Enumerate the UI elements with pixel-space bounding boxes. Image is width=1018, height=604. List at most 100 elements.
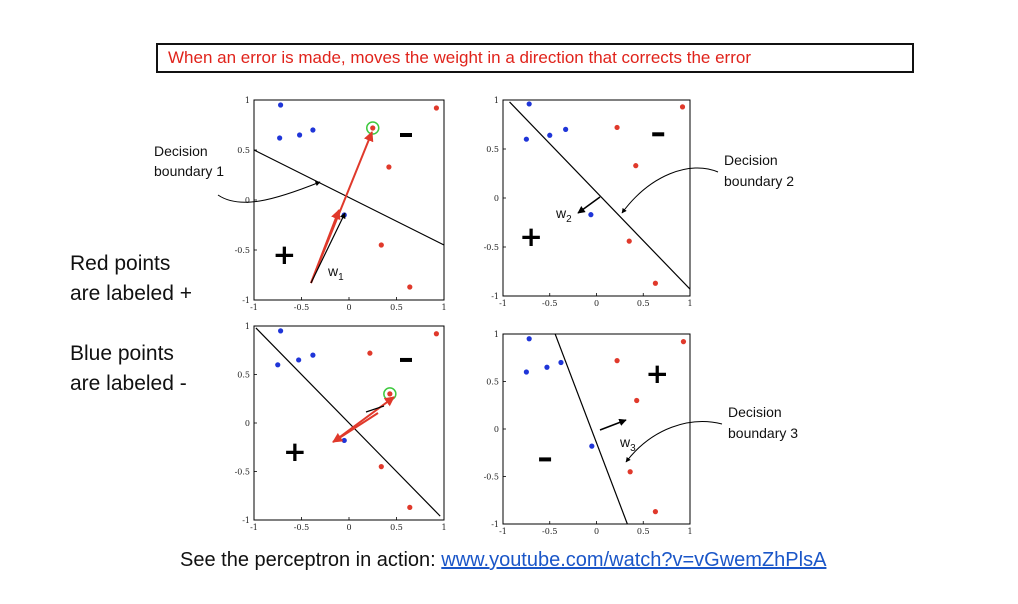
red-point	[433, 105, 439, 111]
plot2-frame	[502, 99, 691, 297]
blue-point	[278, 102, 284, 108]
red-points-line2: are labeled +	[70, 282, 193, 305]
blue-point	[341, 437, 347, 444]
plot3-xtick: -0.5	[294, 523, 309, 532]
plot2-ytick: 0	[494, 194, 499, 203]
plot2-xtick: 1	[687, 299, 692, 308]
plus-sign: +	[519, 220, 542, 253]
blue-point	[275, 362, 281, 368]
plot1-decision-boundary	[254, 149, 444, 246]
plot3-ytick: 1	[245, 322, 250, 331]
red-point	[633, 163, 639, 169]
blue-point	[278, 328, 284, 334]
plot2-ytick: 0.5	[486, 145, 499, 154]
plot3-xtick: -1	[250, 523, 258, 532]
red-point	[680, 339, 687, 345]
w1-label: w1	[327, 263, 344, 283]
blue-point	[588, 212, 594, 218]
plot3-ytick: 0.5	[237, 371, 250, 380]
red-points-note: Red points are labeled +	[70, 249, 192, 309]
red-point	[614, 124, 620, 131]
blue-point	[310, 127, 316, 133]
red-point	[407, 284, 413, 290]
w1-red-arrow	[310, 209, 341, 284]
plot3-ytick: -0.5	[235, 468, 250, 477]
plot4-xtick: 1	[687, 527, 692, 536]
plot2-ytick: 1	[494, 96, 499, 105]
blue-points-note: Blue points are labeled -	[70, 339, 187, 399]
blue-point	[523, 369, 529, 375]
plot3-xtick: 1	[441, 523, 446, 532]
w2-vector	[577, 196, 601, 214]
plot3-ytick: 0	[245, 419, 250, 428]
db3-pointer	[625, 421, 723, 463]
db1-label-line1: Decision	[154, 143, 208, 159]
red-point	[634, 397, 640, 404]
blue-point	[296, 357, 302, 363]
w3-label: w3	[619, 434, 636, 454]
overlay-layer: w1 Decision boundary 1 w2 Decision bound…	[154, 131, 798, 463]
plot4-xtick: 0	[594, 527, 599, 536]
plot4-decision-boundary	[554, 334, 628, 524]
red-point	[679, 104, 686, 110]
footer-prefix: See the perceptron in action:	[180, 549, 442, 571]
plots-layer: -1 -0.5 0 0.5 1 -1 -0.5 0 0.5 1 + -1 -0.5 0 0.5 1 -1 -0.5…	[235, 96, 693, 536]
red-point	[407, 504, 413, 510]
blue-point	[297, 132, 303, 138]
caption-box: When an error is made, moves the weight …	[156, 43, 914, 73]
red-point	[652, 280, 659, 286]
plot4-xtick: 0.5	[637, 527, 650, 536]
red-point	[614, 358, 620, 364]
plot4-ytick: 0	[494, 425, 499, 434]
plot2-ytick: -0.5	[484, 243, 499, 252]
plus-sign: +	[646, 357, 669, 390]
plot3-xtick: 0	[346, 523, 351, 532]
blue-point	[310, 352, 316, 358]
minus-sign	[400, 133, 412, 137]
red-point	[386, 164, 392, 170]
plot2: -1 -0.5 0 0.5 1 -1 -0.5 0 0.5 1 +	[484, 96, 693, 308]
w1-vector	[310, 212, 346, 284]
blue-point	[526, 101, 532, 107]
plot3-black-segment	[365, 405, 385, 413]
minus-sign	[539, 457, 552, 462]
plot2-xtick: 0.5	[637, 299, 650, 308]
db3-label-line1: Decision	[728, 404, 782, 420]
footer: See the perceptron in action: www.youtub…	[180, 549, 826, 572]
plot1-ytick: -0.5	[235, 246, 250, 255]
plus-sign: +	[273, 238, 296, 271]
red-point	[378, 464, 384, 470]
plot1-xtick: 0.5	[390, 303, 403, 312]
db2-pointer	[621, 167, 719, 214]
plot3-xtick: 0.5	[390, 523, 403, 532]
minus-sign	[400, 357, 412, 362]
blue-point	[547, 132, 553, 138]
plot1-ytick: 0	[245, 196, 250, 205]
plot4-ytick: -1	[491, 520, 499, 529]
w2-red-arrow	[332, 412, 379, 443]
red-point	[627, 469, 633, 475]
db1-pointer	[217, 181, 321, 203]
red-point	[387, 391, 393, 397]
blue-point	[523, 136, 529, 142]
red-point	[626, 238, 632, 244]
plot4-ytick: -0.5	[484, 473, 499, 482]
plot4-xtick: -1	[499, 527, 507, 536]
blue-point	[526, 336, 532, 342]
minus-sign	[652, 132, 665, 137]
youtube-link[interactable]: www.youtube.com/watch?v=vGwemZhPlsA	[441, 549, 827, 571]
w2-label: w2	[555, 205, 572, 225]
plot1-ytick: 1	[245, 96, 250, 105]
plot1: -1 -0.5 0 0.5 1 -1 -0.5 0 0.5 1 +	[235, 96, 447, 312]
plot1-xtick: 1	[441, 303, 446, 312]
blue-point	[277, 135, 283, 141]
red-point	[370, 125, 376, 131]
plot1-ytick: 0.5	[237, 146, 250, 155]
db3-label-line2: boundary 3	[728, 425, 798, 441]
db2-label-line2: boundary 2	[724, 173, 794, 189]
blue-point	[558, 359, 564, 366]
plot1-xtick: -1	[250, 303, 258, 312]
plot2-ytick: -1	[491, 292, 499, 301]
plot4-xtick: -0.5	[542, 527, 557, 536]
